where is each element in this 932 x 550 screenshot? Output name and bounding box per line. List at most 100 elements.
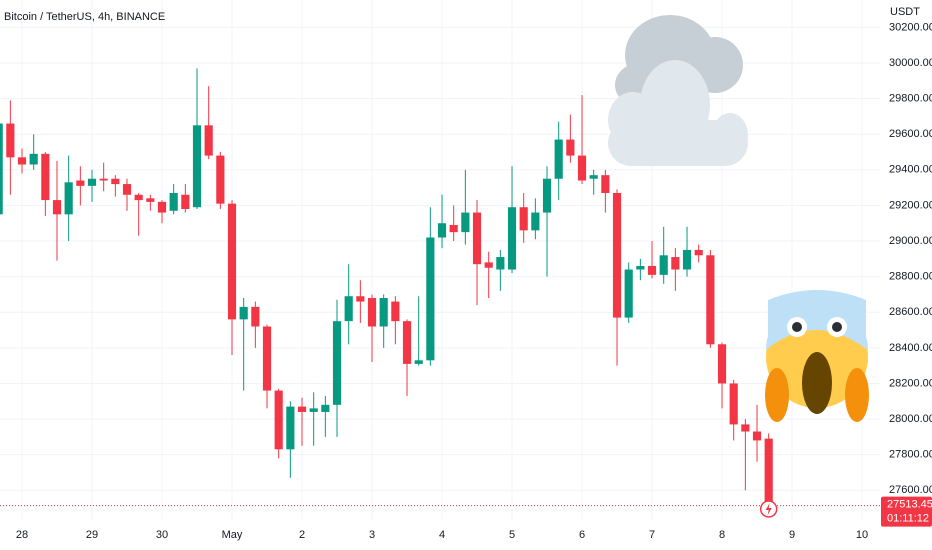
time-axis — [0, 520, 932, 550]
candle-body — [402, 321, 412, 364]
candle-body — [437, 223, 447, 238]
candle-body — [216, 155, 225, 204]
candle-body — [6, 123, 15, 158]
y-tick-label: 28800.00 — [889, 271, 932, 283]
candle-body — [519, 207, 528, 231]
candle-body — [764, 438, 773, 506]
candle-body — [239, 306, 248, 320]
y-tick-label: 29600.00 — [889, 128, 932, 140]
y-tick-label: 30200.00 — [889, 21, 932, 33]
candle-body — [647, 265, 657, 275]
candle-body — [134, 194, 143, 201]
candle-body — [601, 175, 610, 193]
candle-body — [496, 257, 505, 270]
candle-body — [356, 296, 365, 302]
y-tick-label: 29000.00 — [889, 235, 932, 247]
price-axis — [880, 0, 932, 550]
y-tick-label: 27800.00 — [889, 449, 932, 461]
candle-body — [227, 203, 237, 320]
y-tick-label: 28400.00 — [889, 342, 932, 354]
candle-body — [76, 180, 85, 186]
candle-body — [379, 298, 388, 327]
scream-emoji — [765, 290, 869, 422]
countdown-label: 01:11:12 — [887, 513, 929, 525]
x-tick-label: 28 — [16, 529, 28, 541]
candle-body — [426, 237, 435, 361]
candle-body — [181, 194, 190, 209]
chart-title: Bitcoin / TetherUS, 4h, BINANCE — [4, 11, 165, 23]
candle-body — [29, 153, 38, 165]
candle-body — [729, 383, 738, 425]
candle-body — [507, 207, 517, 270]
x-tick-label: 9 — [789, 529, 795, 541]
candle-body — [659, 255, 668, 275]
candle-body — [64, 182, 73, 215]
candle-body — [146, 198, 155, 202]
y-tick-label: 29800.00 — [889, 93, 932, 105]
candle-body — [461, 212, 470, 233]
candle-body — [612, 192, 622, 318]
candle-body — [624, 269, 633, 318]
axes: 27600.00 27800.00 28000.00 28200.00 28400.00… — [16, 21, 932, 541]
x-tick-label: 5 — [509, 529, 515, 541]
y-tick-label: 27600.00 — [889, 484, 932, 496]
candle-body — [0, 123, 3, 215]
candle-body — [52, 200, 62, 215]
candle-body — [741, 424, 750, 432]
candle-body — [391, 301, 400, 322]
candle-body — [17, 157, 27, 165]
candle-body — [111, 178, 120, 185]
candle-body — [332, 321, 342, 405]
candle-body — [169, 192, 178, 211]
x-tick-label: 6 — [579, 529, 585, 541]
y-tick-label: 28600.00 — [889, 306, 932, 318]
alert-bolt — [765, 503, 772, 515]
candles — [0, 68, 880, 518]
x-tick-label: 30 — [156, 529, 168, 541]
candle-body — [99, 178, 108, 181]
candle-body — [577, 155, 587, 181]
candle-body — [542, 178, 552, 213]
candle-body — [694, 249, 703, 256]
x-tick-label: 10 — [856, 529, 868, 541]
x-tick-label: 2 — [299, 529, 305, 541]
candle-body — [286, 406, 295, 450]
candle-body — [414, 360, 423, 364]
candle-body — [554, 139, 563, 179]
candle-body — [717, 344, 727, 384]
price-label: 27513.45 — [887, 499, 932, 511]
candle-body — [671, 257, 680, 270]
cloud-emoji — [608, 15, 748, 166]
x-tick-label: 8 — [719, 529, 725, 541]
candle-body — [472, 212, 482, 265]
candle-body — [274, 390, 283, 450]
candle-body — [589, 175, 598, 179]
y-tick-label: 28200.00 — [889, 377, 932, 389]
x-tick-label: May — [222, 529, 243, 541]
candle-body — [566, 139, 575, 156]
candle-body — [531, 212, 540, 231]
candle-body — [122, 184, 132, 195]
candle-body — [251, 306, 260, 327]
candle-body — [309, 408, 318, 412]
candle-body — [682, 249, 692, 270]
x-tick-label: 3 — [369, 529, 375, 541]
candle-body — [157, 201, 167, 213]
x-tick-label: 4 — [439, 529, 445, 541]
candle-body — [636, 265, 645, 270]
candle-body — [192, 125, 202, 208]
currency-label: USDT — [890, 6, 920, 18]
candle-body — [449, 225, 458, 233]
candle-body — [484, 262, 493, 268]
x-tick-label: 7 — [649, 529, 655, 541]
candle-body — [321, 404, 330, 412]
y-tick-label: 30000.00 — [889, 57, 932, 69]
price-badge — [881, 496, 932, 527]
y-tick-label: 29400.00 — [889, 164, 932, 176]
y-tick-label: 29200.00 — [889, 199, 932, 211]
candle-body — [262, 326, 272, 391]
candle-body — [41, 153, 50, 201]
y-tick-label: 28000.00 — [889, 413, 932, 425]
